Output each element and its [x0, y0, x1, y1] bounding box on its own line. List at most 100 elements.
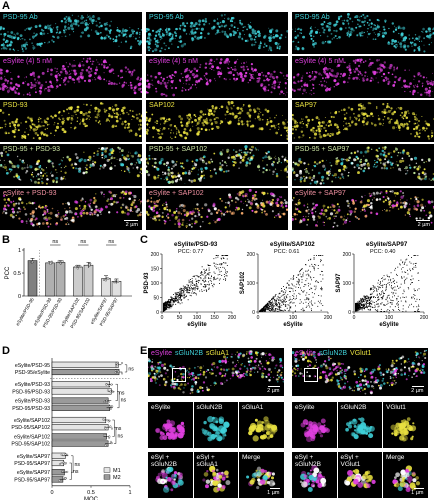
- scatter-point: [356, 310, 358, 311]
- scatter-point: [204, 275, 206, 277]
- scatter-point: [262, 310, 264, 312]
- micrograph-label: eSylite (4) 5 nM: [149, 58, 199, 65]
- scatter-point: [163, 309, 164, 311]
- scatter-point: [384, 278, 386, 280]
- scatter-point: [281, 309, 282, 311]
- scatter-point: [210, 280, 212, 282]
- micrograph-overview-tile: eSylite sGluN2B sGluA1 2 µm: [148, 348, 284, 396]
- micrograph-label: eSylite: [151, 404, 171, 411]
- scatter-point: [374, 306, 376, 308]
- scatter-point: [320, 288, 322, 290]
- scatter-point: [392, 288, 394, 290]
- scatter-point: [385, 288, 387, 290]
- scatter-point: [201, 274, 203, 275]
- data-point: [111, 390, 114, 393]
- scatter-point: [264, 310, 266, 312]
- bar: [51, 381, 110, 388]
- scatter-point: [278, 307, 280, 309]
- scatter-point: [407, 273, 409, 275]
- scatter-point: [271, 307, 273, 309]
- scatter-point: [164, 309, 166, 310]
- scatter-point: [192, 290, 193, 292]
- scatter-point: [208, 274, 210, 276]
- scatter-point: [284, 296, 286, 298]
- scatter-point: [192, 288, 194, 290]
- scatter-point: [311, 310, 312, 311]
- scatter-point: [370, 293, 372, 295]
- scatter-point: [163, 304, 165, 306]
- scatter-point: [319, 274, 321, 276]
- scatter-point: [370, 287, 372, 289]
- scatter-point: [264, 310, 266, 312]
- scatter-point: [386, 274, 388, 276]
- data-point: [66, 470, 69, 473]
- scatter-point: [181, 295, 183, 297]
- scatter-point: [286, 307, 288, 309]
- scatter-point: [314, 289, 316, 291]
- scatter-point: [265, 310, 267, 312]
- data-point: [114, 278, 117, 281]
- scatter-point: [183, 291, 185, 293]
- scatter-point: [315, 285, 317, 287]
- scatter-point: [226, 265, 228, 266]
- scatter-point: [277, 310, 279, 312]
- scatter-point: [170, 301, 172, 302]
- scatter-point: [280, 299, 282, 301]
- scatter-point: [202, 280, 204, 281]
- scale-bar-label: 1 µm: [267, 490, 280, 496]
- scatter-point: [391, 303, 393, 305]
- scatter-point: [170, 305, 171, 307]
- scatter-point: [401, 268, 402, 270]
- scatter-point: [297, 283, 299, 285]
- scatter-point: [386, 296, 388, 298]
- scatter-point: [417, 308, 419, 310]
- scatter-point: [410, 279, 412, 280]
- scatter-point: [295, 305, 296, 307]
- scatter-point: [219, 267, 221, 268]
- scatter-point: [304, 284, 306, 286]
- scatter-point: [383, 311, 385, 312]
- scatter-point: [357, 306, 359, 308]
- scatter-point: [370, 309, 371, 311]
- scatter-point: [412, 268, 414, 269]
- data-point: [107, 420, 110, 423]
- scatter-point: [381, 311, 382, 312]
- scatter-point: [415, 262, 417, 264]
- scatter-point: [193, 275, 195, 277]
- scatter-point: [382, 284, 384, 286]
- scatter-point: [189, 288, 191, 290]
- micrograph-signal: [0, 14, 142, 53]
- scatter-point: [277, 302, 279, 304]
- scatter-point: [308, 304, 310, 306]
- scatter-point: [393, 281, 395, 282]
- scatter-point: [392, 309, 394, 310]
- scatter-point: [289, 287, 291, 289]
- scatter-point: [207, 273, 209, 275]
- scatter-point: [270, 305, 272, 307]
- scatter-point: [262, 308, 264, 310]
- scatter-point: [320, 255, 322, 256]
- scatter-point: [390, 299, 392, 301]
- scatter-point: [318, 255, 320, 256]
- scatter-point: [209, 272, 211, 274]
- significance-label: ns: [117, 433, 123, 439]
- scatter-point: [221, 275, 223, 276]
- scatter-point: [301, 289, 302, 291]
- scatter-point: [177, 294, 178, 296]
- micrograph-tile: eSylite (4) 5 nM: [292, 56, 434, 98]
- micrograph-label: eSylite: [295, 404, 315, 411]
- scatter-point: [196, 284, 198, 286]
- scatter-point: [395, 289, 397, 291]
- scatter-point: [309, 301, 311, 303]
- scatter-point: [400, 300, 402, 302]
- scatter-point: [380, 303, 382, 305]
- scatter-point: [360, 298, 361, 300]
- scatter-point: [205, 286, 206, 288]
- scatter-point: [372, 301, 374, 303]
- scatter-point: [222, 266, 224, 268]
- scatter-point: [298, 287, 299, 288]
- scatter-point: [296, 283, 298, 285]
- scatter-point: [274, 310, 276, 312]
- scatter-point: [176, 293, 177, 295]
- scatter-point: [274, 300, 275, 302]
